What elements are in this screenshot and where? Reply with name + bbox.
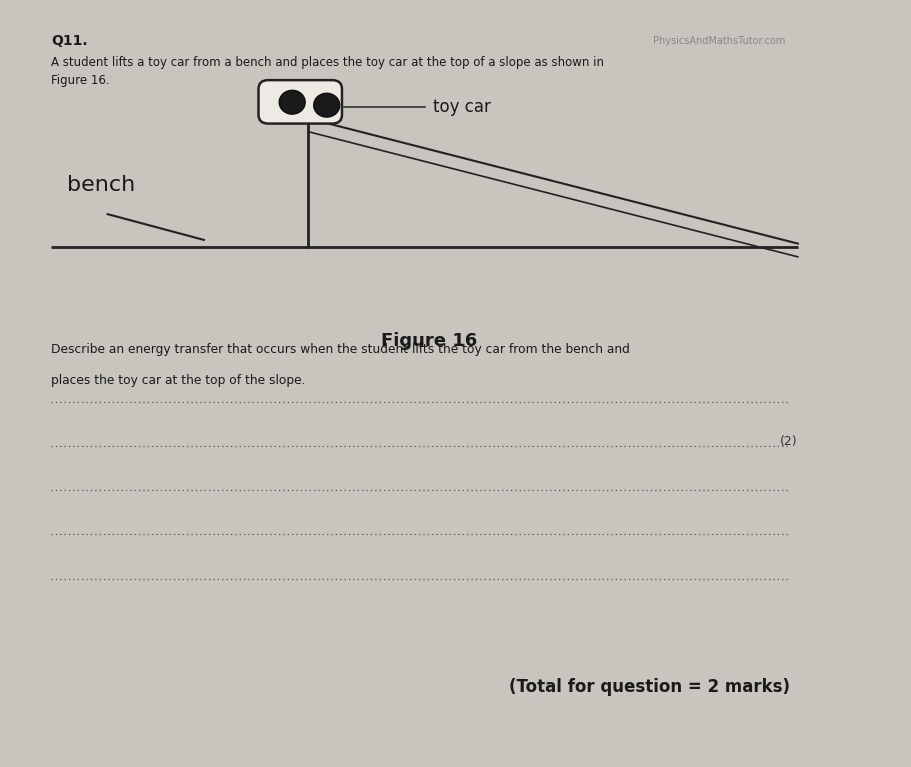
Text: Q11.: Q11. (51, 34, 88, 48)
Text: PhysicsAndMathsTutor.com: PhysicsAndMathsTutor.com (652, 36, 785, 46)
Text: bench: bench (67, 175, 136, 195)
Text: toy car: toy car (432, 98, 490, 117)
Text: Figure 16: Figure 16 (380, 332, 476, 350)
Text: Describe an energy transfer that occurs when the student lifts the toy car from : Describe an energy transfer that occurs … (51, 343, 630, 356)
FancyBboxPatch shape (258, 80, 342, 123)
Text: (2): (2) (779, 435, 797, 448)
Text: places the toy car at the top of the slope.: places the toy car at the top of the slo… (51, 374, 305, 387)
Circle shape (279, 91, 304, 114)
Text: A student lifts a toy car from a bench and places the toy car at the top of a sl: A student lifts a toy car from a bench a… (51, 56, 604, 69)
Text: Figure 16.: Figure 16. (51, 74, 110, 87)
Circle shape (313, 94, 339, 117)
Text: (Total for question = 2 marks): (Total for question = 2 marks) (508, 678, 789, 696)
